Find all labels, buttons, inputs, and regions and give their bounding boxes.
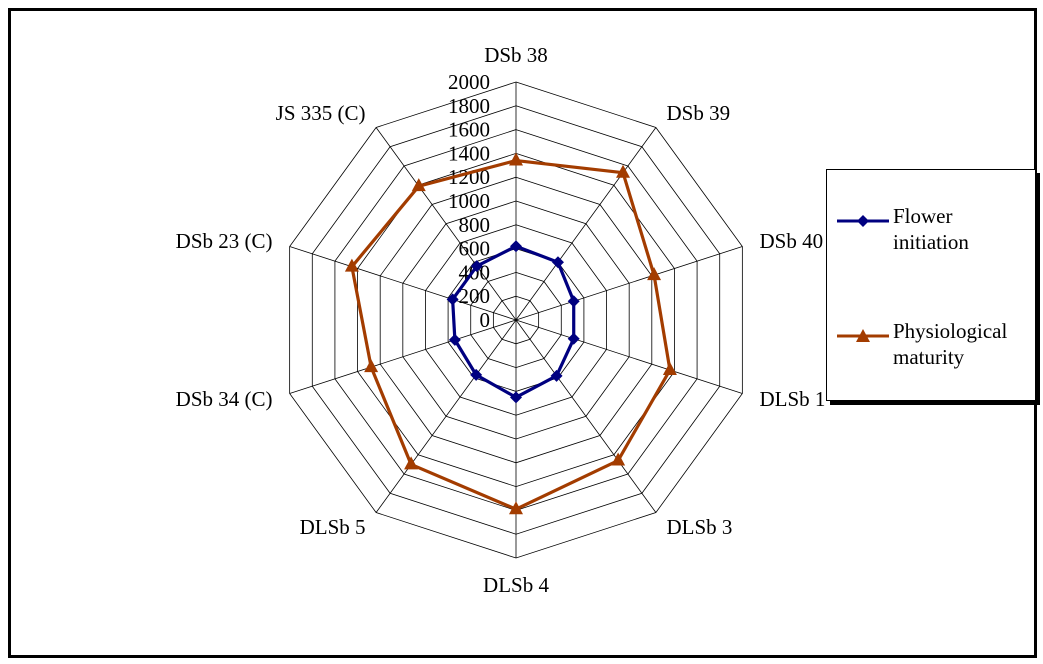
category-label: DSb 40 xyxy=(759,229,823,253)
grid-spoke xyxy=(515,319,657,513)
radial-tick-label: 800 xyxy=(459,213,491,237)
legend-label-line1: Physiological xyxy=(893,319,1008,343)
data-point-diamond xyxy=(470,368,483,381)
radial-tick-label: 600 xyxy=(459,237,491,261)
data-point-diamond xyxy=(551,256,564,269)
grid-spoke xyxy=(375,319,517,513)
data-point-diamond xyxy=(567,295,580,308)
category-label: DLSb 4 xyxy=(483,573,549,597)
data-point-diamond xyxy=(470,260,483,273)
category-label: DLSb 3 xyxy=(666,515,732,539)
data-point-triangle xyxy=(411,178,426,192)
grid-spoke xyxy=(515,319,743,394)
legend-diamond-marker-icon xyxy=(837,215,889,227)
series-line xyxy=(350,158,672,511)
data-point-triangle xyxy=(364,359,379,373)
category-labels: DSb 38 DSb 39 DSb 40 DLSb 1 DLSb 3 DLSb 4 DLSb… xyxy=(176,43,826,597)
radial-tick-label: 1800 xyxy=(448,94,490,118)
category-label: DSb 38 xyxy=(484,43,548,67)
data-point-diamond xyxy=(550,369,563,382)
radial-tick-label: 0 xyxy=(480,308,491,332)
data-point-diamond xyxy=(510,391,522,404)
series-physiological-maturity xyxy=(344,152,677,515)
grid-spoke xyxy=(289,319,517,394)
radial-tick-label: 1600 xyxy=(448,118,490,142)
legend-label-line1: Flower xyxy=(893,204,953,228)
data-point-diamond xyxy=(448,333,461,346)
data-point-triangle xyxy=(611,452,626,466)
category-label: DSb 39 xyxy=(666,101,730,125)
data-point-triangle xyxy=(404,456,419,470)
category-label: DLSb 5 xyxy=(300,515,366,539)
legend-label-line2: initiation xyxy=(893,230,969,254)
grid-spoke xyxy=(515,127,657,321)
grid-spoke xyxy=(375,127,517,321)
data-point-diamond xyxy=(446,293,459,306)
radial-tick-label: 200 xyxy=(459,284,491,308)
data-point-diamond xyxy=(510,240,522,253)
category-label: DLSb 1 xyxy=(759,387,825,411)
data-point-triangle xyxy=(647,267,662,281)
series-layer xyxy=(344,152,677,515)
grid-spoke xyxy=(515,246,743,321)
grid-spoke xyxy=(289,246,517,321)
radial-tick-label: 1400 xyxy=(448,141,490,165)
data-point-triangle xyxy=(662,362,677,376)
radar-grid xyxy=(289,81,743,559)
category-label: DSb 34 (C) xyxy=(176,387,273,411)
legend-triangle-marker-icon xyxy=(837,329,889,342)
legend: Flower initiation Physiological maturity xyxy=(826,169,1036,401)
data-point-diamond xyxy=(567,332,580,345)
data-point-triangle xyxy=(616,164,631,178)
category-label: JS 335 (C) xyxy=(276,101,366,125)
radial-tick-label: 1000 xyxy=(448,189,490,213)
series-flower-initiation xyxy=(446,240,580,404)
category-label: DSb 23 (C) xyxy=(176,229,273,253)
data-point-triangle xyxy=(344,258,359,272)
legend-label-line2: maturity xyxy=(893,345,965,369)
radial-tick-label: 2000 xyxy=(448,70,490,94)
data-point-triangle xyxy=(509,501,523,515)
data-point-triangle xyxy=(509,152,523,166)
